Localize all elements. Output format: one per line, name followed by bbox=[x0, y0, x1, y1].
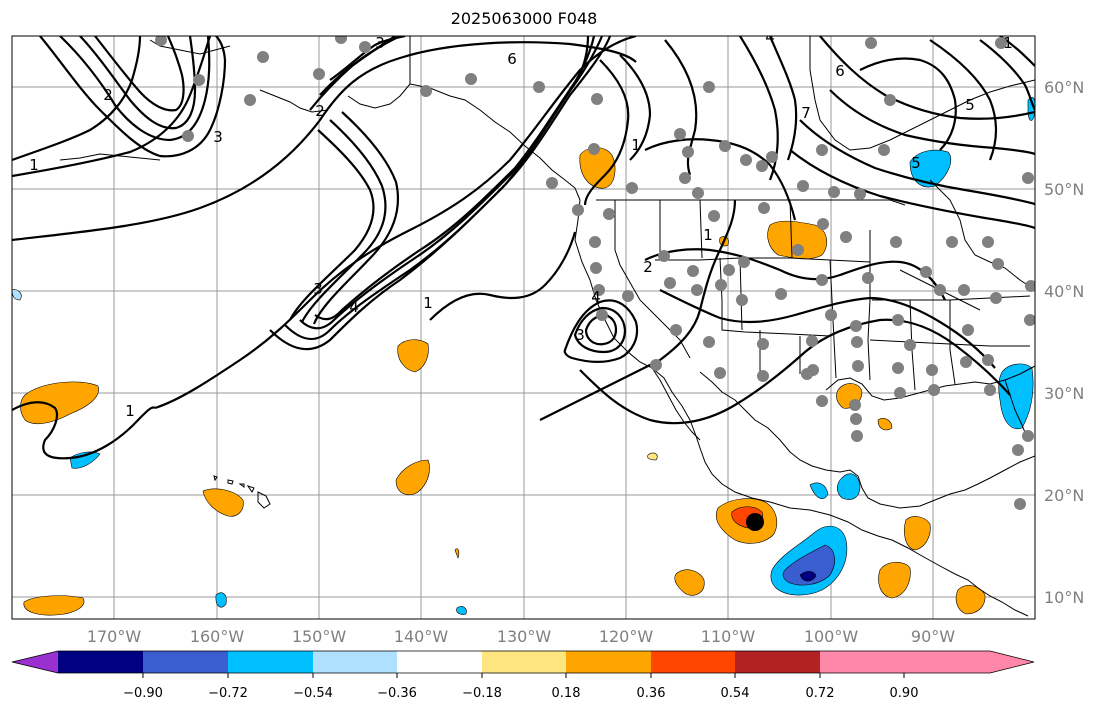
lat-label: 60°N bbox=[1044, 78, 1084, 97]
colorbar-segment bbox=[482, 651, 566, 673]
lat-label: 40°N bbox=[1044, 282, 1084, 301]
contour-label: 1 bbox=[631, 136, 641, 154]
contour-label: 3 bbox=[213, 128, 223, 146]
lon-label: 140°W bbox=[394, 627, 449, 646]
colorbar-tick-label: 0.72 bbox=[806, 686, 835, 701]
map-title: 2025063000 F048 bbox=[450, 9, 598, 28]
contour-label: 5 bbox=[911, 154, 921, 172]
contour-label: 6 bbox=[507, 50, 517, 68]
colorbar-segment bbox=[58, 651, 143, 673]
lon-label: 90°W bbox=[911, 627, 955, 646]
colorbar-extend-low bbox=[12, 651, 58, 673]
colorbar: −0.90 −0.72 −0.54 −0.36 −0.18 0.18 0.36 … bbox=[11, 650, 1035, 701]
contour-lines bbox=[12, 36, 1035, 460]
colorbar-segment bbox=[228, 651, 313, 673]
contour-label: 4 bbox=[765, 28, 775, 46]
contour-label-group: 2 3 1 6 4 7 6 5 5 3 2 1 3 4 1 1 1 3 4 2 … bbox=[29, 28, 1013, 420]
longitude-labels: 170°W 160°W 150°W 140°W 130°W 120°W 110°… bbox=[87, 627, 955, 646]
contour-label: 2 bbox=[643, 258, 653, 276]
filled-anomalies bbox=[12, 96, 1035, 616]
latitude-labels: 60°N 50°N 40°N 30°N 20°N 10°N bbox=[1044, 78, 1084, 607]
contour-label: 3 bbox=[575, 326, 585, 344]
lon-label: 120°W bbox=[599, 627, 654, 646]
contour-label: 1 bbox=[423, 294, 433, 312]
colorbar-segment bbox=[313, 651, 397, 673]
contour-label: 6 bbox=[835, 62, 845, 80]
colorbar-tick-label: −0.54 bbox=[293, 686, 333, 701]
colorbar-tick-label: 0.90 bbox=[890, 686, 919, 701]
contour-label: 2 bbox=[315, 102, 325, 120]
contour-label: 1 bbox=[703, 226, 713, 244]
lon-label: 150°W bbox=[292, 627, 347, 646]
contour-label: 2 bbox=[103, 86, 113, 104]
lat-label: 20°N bbox=[1044, 486, 1084, 505]
contour-label: 1 bbox=[1003, 34, 1013, 52]
map-frame bbox=[11, 35, 1036, 620]
colorbar-tick-label: 0.54 bbox=[721, 686, 750, 701]
colorbar-segment bbox=[735, 651, 820, 673]
colorbar-segment bbox=[143, 651, 228, 673]
colorbar-tick-label: 0.36 bbox=[637, 686, 666, 701]
lat-label: 30°N bbox=[1044, 384, 1084, 403]
colorbar-tick-label: −0.72 bbox=[208, 686, 248, 701]
lon-label: 110°W bbox=[701, 627, 756, 646]
hawaii-islands bbox=[213, 475, 271, 509]
colorbar-extend-high bbox=[904, 651, 1034, 673]
colorbar-tick-label: 0.18 bbox=[552, 686, 581, 701]
contour-label: 5 bbox=[965, 96, 975, 114]
contour-label: 7 bbox=[801, 104, 811, 122]
storm-center-marker bbox=[746, 513, 764, 531]
lon-label: 100°W bbox=[804, 627, 859, 646]
colorbar-segment bbox=[651, 651, 735, 673]
contour-label: 4 bbox=[591, 288, 601, 306]
colorbar-tick-label: −0.90 bbox=[123, 686, 163, 701]
lat-label: 50°N bbox=[1044, 180, 1084, 199]
colorbar-tick-label: −0.36 bbox=[377, 686, 417, 701]
contour-label: 1 bbox=[29, 156, 39, 174]
contour-label: 1 bbox=[125, 402, 135, 420]
lon-label: 170°W bbox=[87, 627, 142, 646]
contour-label: 3 bbox=[313, 280, 323, 298]
colorbar-tick-label: −0.18 bbox=[462, 686, 502, 701]
colorbar-segment bbox=[566, 651, 651, 673]
contour-label: 3 bbox=[375, 34, 385, 52]
lon-label: 130°W bbox=[497, 627, 552, 646]
lon-label: 160°W bbox=[190, 627, 245, 646]
contour-label: 4 bbox=[349, 298, 359, 316]
lat-label: 10°N bbox=[1044, 588, 1084, 607]
station-markers bbox=[155, 36, 1035, 510]
colorbar-segment bbox=[397, 651, 482, 673]
colorbar-segment bbox=[820, 651, 904, 673]
